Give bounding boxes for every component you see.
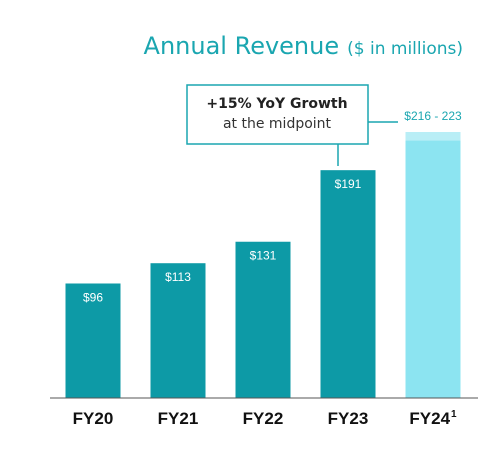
bar-fy20: [65, 283, 121, 398]
category-label-fy24: FY241: [409, 409, 457, 428]
category-label-fy21: FY21: [158, 409, 199, 428]
category-label-fy23: FY23: [328, 409, 369, 428]
bar-fy23: [320, 170, 376, 398]
bar-value-label-fy24: $216 - 223: [404, 109, 462, 123]
category-labels: FY20 FY21 FY22 FY23 FY241: [73, 409, 457, 428]
bar-value-label-fy20: $96: [83, 290, 103, 304]
callout-box: [186, 84, 369, 145]
category-label-fy20: FY20: [73, 409, 114, 428]
bar-fy22: [235, 241, 291, 398]
growth-callout: +15% YoY Growth at the midpoint: [186, 84, 398, 166]
bar-value-label-fy23: $191: [335, 177, 362, 191]
bar-value-label-fy22: $131: [250, 249, 277, 263]
footnote-marker: 1: [451, 409, 457, 420]
callout-line2: at the midpoint: [223, 116, 332, 132]
bar-value-label-fy21: $113: [165, 270, 191, 284]
chart-title: Annual Revenue ($ in millions): [144, 32, 463, 60]
category-label-fy22: FY22: [243, 409, 284, 428]
bars-group: $96 $113 $131 $191 $216 - 223: [65, 109, 462, 398]
bar-fy21: [150, 263, 206, 398]
bar-fy24-range: [405, 132, 461, 141]
bar-fy24-low: [405, 140, 461, 398]
callout-line1: +15% YoY Growth: [206, 96, 347, 112]
